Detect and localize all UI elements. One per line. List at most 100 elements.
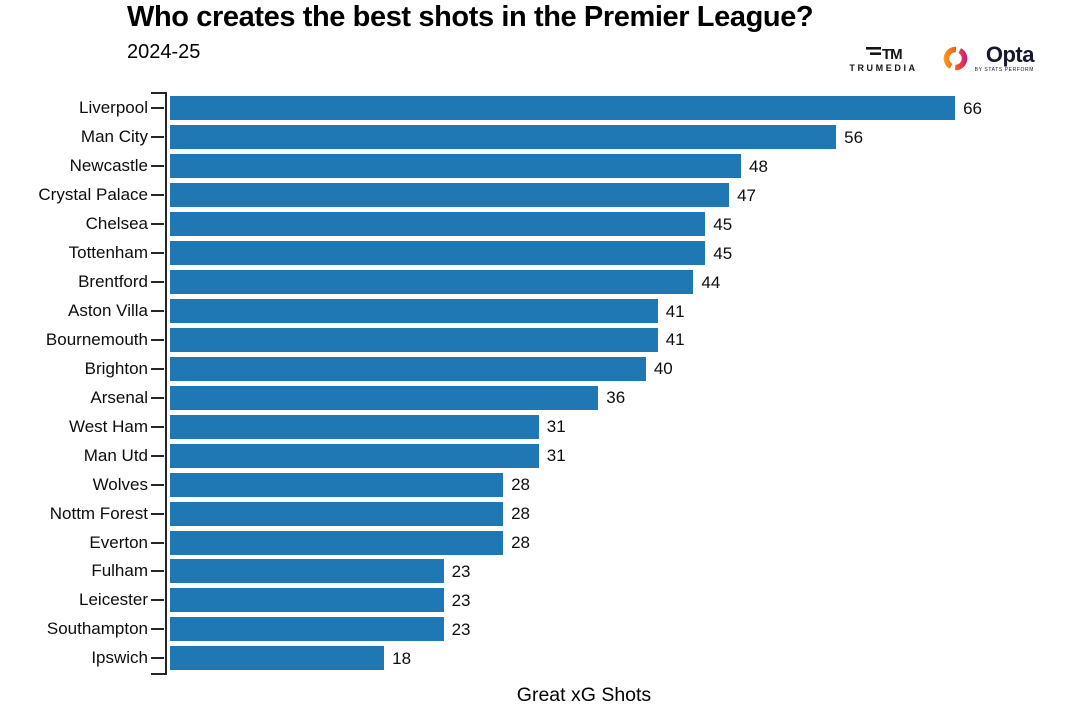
bar-track: 23 — [170, 559, 967, 584]
y-tick-mark — [151, 281, 164, 284]
y-tick-mark — [151, 165, 164, 168]
bar — [170, 241, 706, 266]
bar-row: Wolves 28 — [0, 470, 1084, 499]
bar — [170, 299, 658, 324]
y-tick-mark — [151, 396, 164, 399]
bar-row: Aston Villa 41 — [0, 297, 1084, 326]
bar — [170, 472, 504, 497]
y-tick-label: Everton — [89, 532, 148, 552]
bar — [170, 385, 599, 410]
y-tick-mark — [151, 194, 164, 197]
bar — [170, 414, 539, 439]
bar — [170, 125, 837, 150]
bar-row: Ipswich 18 — [0, 644, 1084, 673]
y-tick-mark — [151, 310, 164, 313]
bar-value-label: 31 — [546, 417, 566, 437]
bar-value-label: 23 — [451, 561, 471, 581]
y-tick-mark — [151, 252, 164, 255]
y-tick-label: Aston Villa — [67, 301, 148, 321]
bar-track: 41 — [170, 327, 967, 352]
y-tick-label: Man Utd — [83, 445, 148, 465]
bar-row: Chelsea 45 — [0, 210, 1084, 239]
opta-wordmark: Opta BY STATS PERFORM — [974, 44, 1035, 74]
bar-track: 31 — [170, 443, 967, 468]
bar-value-label: 31 — [546, 446, 566, 466]
y-tick-label: Brentford — [78, 272, 148, 292]
bar — [170, 530, 504, 555]
y-tick-mark — [151, 570, 164, 573]
y-tick-mark — [151, 338, 164, 341]
bar-value-label: 18 — [392, 648, 412, 668]
bar-row: Brighton 40 — [0, 354, 1084, 383]
y-tick-mark — [151, 367, 164, 370]
trumedia-logo-icon: TM — [865, 46, 903, 62]
y-tick-label: Nottm Forest — [49, 503, 148, 523]
y-tick-label: Liverpool — [79, 98, 148, 118]
chart-subtitle: 2024-25 — [127, 41, 201, 63]
y-tick-label: Bournemouth — [45, 329, 148, 349]
y-tick-label: Wolves — [92, 474, 148, 494]
bar — [170, 646, 385, 671]
bar-track: 44 — [170, 270, 967, 295]
bar-value-label: 47 — [737, 185, 756, 205]
bar-track: 23 — [170, 588, 967, 613]
bar-row: Tottenham 45 — [0, 239, 1084, 268]
y-tick-label: Brighton — [84, 358, 148, 378]
y-tick-mark — [151, 657, 164, 660]
opta-logo: Opta BY STATS PERFORM — [942, 44, 1035, 74]
bar-track: 23 — [170, 617, 967, 642]
bar-value-label: 45 — [713, 214, 733, 234]
bar-value-label: 41 — [665, 330, 685, 350]
y-tick-mark — [151, 223, 164, 226]
y-tick-mark — [151, 425, 164, 428]
bar-value-label: 28 — [511, 533, 530, 553]
y-tick-label: Arsenal — [90, 387, 148, 407]
bar-track: 28 — [170, 530, 967, 555]
bar — [170, 270, 694, 295]
opta-logo-subtext: BY STATS PERFORM — [974, 67, 1034, 73]
bar-value-label: 45 — [713, 243, 733, 263]
bar-row: Leicester 23 — [0, 586, 1084, 615]
bar-track: 47 — [170, 183, 967, 208]
y-tick-label: Man City — [80, 127, 148, 147]
bar-value-label: 41 — [665, 301, 685, 321]
bar-value-label: 66 — [963, 98, 983, 118]
bar-row: Man Utd 31 — [0, 441, 1084, 470]
y-tick-mark — [151, 136, 164, 139]
y-tick-label: West Ham — [68, 416, 148, 436]
y-tick-mark — [151, 599, 164, 602]
bar — [170, 559, 444, 584]
bar-value-label: 23 — [451, 590, 471, 610]
y-tick-mark — [151, 454, 164, 457]
bar — [170, 501, 504, 526]
logo-group: TM TRUMEDIA Opta BY STATS PERFORM — [849, 44, 1035, 74]
bar-value-label: 40 — [653, 359, 673, 379]
trumedia-logo: TM TRUMEDIA — [849, 45, 917, 73]
bar-row: Liverpool 66 — [0, 94, 1084, 123]
bar-value-label: 28 — [511, 504, 530, 524]
x-axis-label: Great xG Shots — [516, 684, 652, 706]
y-axis-top-cap — [151, 92, 165, 94]
bar — [170, 212, 706, 237]
bar-row: West Ham 31 — [0, 412, 1084, 441]
bar — [170, 96, 956, 121]
bar — [170, 154, 741, 179]
bar-value-label: 56 — [844, 127, 864, 147]
bar-track: 56 — [170, 125, 967, 150]
bar — [170, 183, 730, 208]
y-tick-mark — [151, 483, 164, 486]
bar-row: Nottm Forest 28 — [0, 499, 1084, 528]
bar-track: 66 — [170, 96, 982, 121]
bar-track: 48 — [170, 154, 967, 179]
y-tick-label: Crystal Palace — [38, 185, 148, 205]
y-tick-label: Newcastle — [69, 156, 148, 176]
bar-value-label: 23 — [451, 619, 471, 639]
bar-row: Newcastle 48 — [0, 152, 1084, 181]
y-tick-label: Fulham — [91, 561, 148, 581]
bar — [170, 327, 658, 352]
bar-row: Everton 28 — [0, 528, 1084, 557]
y-tick-mark — [151, 541, 164, 544]
y-tick-mark — [151, 107, 164, 110]
y-tick-label: Leicester — [79, 590, 148, 610]
